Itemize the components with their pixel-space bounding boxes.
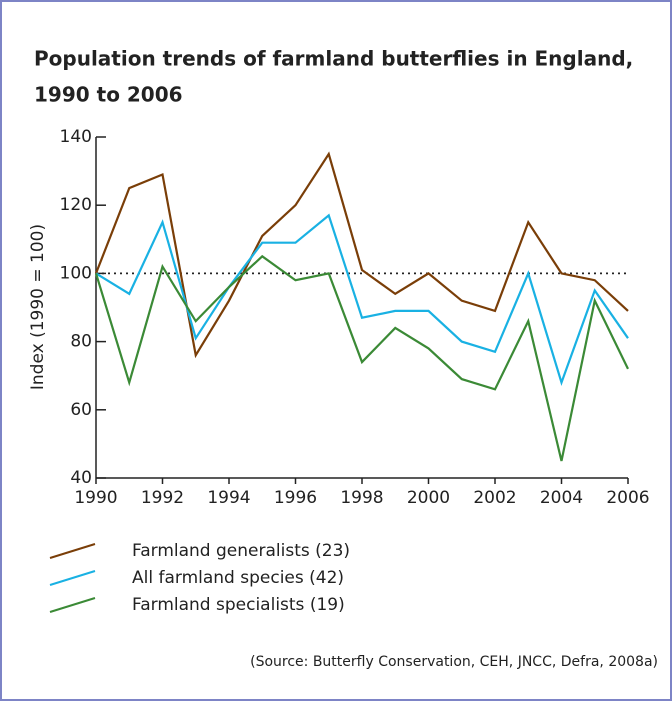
legend-swatch <box>49 597 96 613</box>
x-tick-label: 2006 <box>606 488 649 508</box>
y-tick-label: 40 <box>70 468 92 488</box>
series-line <box>95 213 629 387</box>
x-tick-label: 1996 <box>274 488 317 508</box>
legend-label: All farmland species (42) <box>132 568 344 588</box>
x-tick-label: 2004 <box>540 488 583 508</box>
y-tick-label: 80 <box>70 332 92 352</box>
x-tick-label: 2002 <box>473 488 516 508</box>
legend-label: Farmland specialists (19) <box>132 595 345 615</box>
legend-swatch <box>49 543 96 559</box>
x-tick-label: 1994 <box>207 488 250 508</box>
legend-swatch <box>49 570 96 586</box>
y-tick-label: 120 <box>60 195 92 215</box>
x-tick-label: 1990 <box>74 488 117 508</box>
series-line <box>94 151 629 359</box>
y-tick-label: 100 <box>60 263 92 283</box>
y-tick-label: 60 <box>70 400 92 420</box>
x-tick-label: 2000 <box>407 488 450 508</box>
x-tick-label: 1992 <box>141 488 184 508</box>
series-line <box>94 254 629 462</box>
source: (Source: Butterfly Conservation, CEH, JN… <box>250 654 658 670</box>
y-axis-label: Index (1990 = 100) <box>28 224 48 390</box>
x-tick-label: 1998 <box>340 488 383 508</box>
chart-title: 1990 to 2006 <box>34 83 183 107</box>
y-tick-label: 140 <box>60 127 92 147</box>
chart-title: Population trends of farmland butterflie… <box>34 47 633 71</box>
legend-label: Farmland generalists (23) <box>132 541 350 561</box>
